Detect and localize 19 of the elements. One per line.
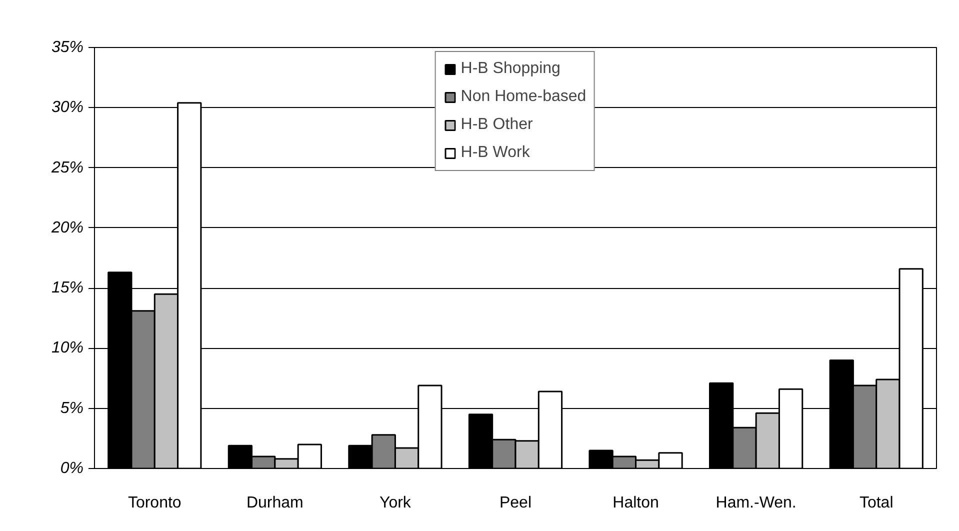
- x-tick-label: Peel: [499, 494, 532, 512]
- x-tick-label: Ham.-Wen.: [716, 494, 796, 512]
- y-tick-label: 20%: [50, 219, 84, 236]
- y-tick-label: 25%: [50, 159, 84, 176]
- x-tick-label: Durham: [246, 494, 304, 512]
- y-tick-label: 30%: [51, 99, 84, 116]
- legend-label: H-B Shopping: [460, 60, 560, 78]
- x-tick-label: Halton: [612, 494, 659, 512]
- x-tick-label: Total: [859, 494, 894, 512]
- y-tick-label: 35%: [51, 39, 84, 56]
- y-tick-label: 5%: [60, 400, 84, 417]
- legend-label: Non Home-based: [460, 88, 586, 106]
- y-tick-label: 0%: [60, 460, 84, 477]
- legend-label: H-B Work: [460, 144, 530, 162]
- x-tick-label: Toronto: [128, 494, 182, 512]
- y-tick-label: 10%: [51, 340, 84, 357]
- x-tick-label: York: [380, 494, 412, 512]
- legend-label: H-B Other: [460, 116, 533, 134]
- y-tick-label: 15%: [51, 280, 84, 297]
